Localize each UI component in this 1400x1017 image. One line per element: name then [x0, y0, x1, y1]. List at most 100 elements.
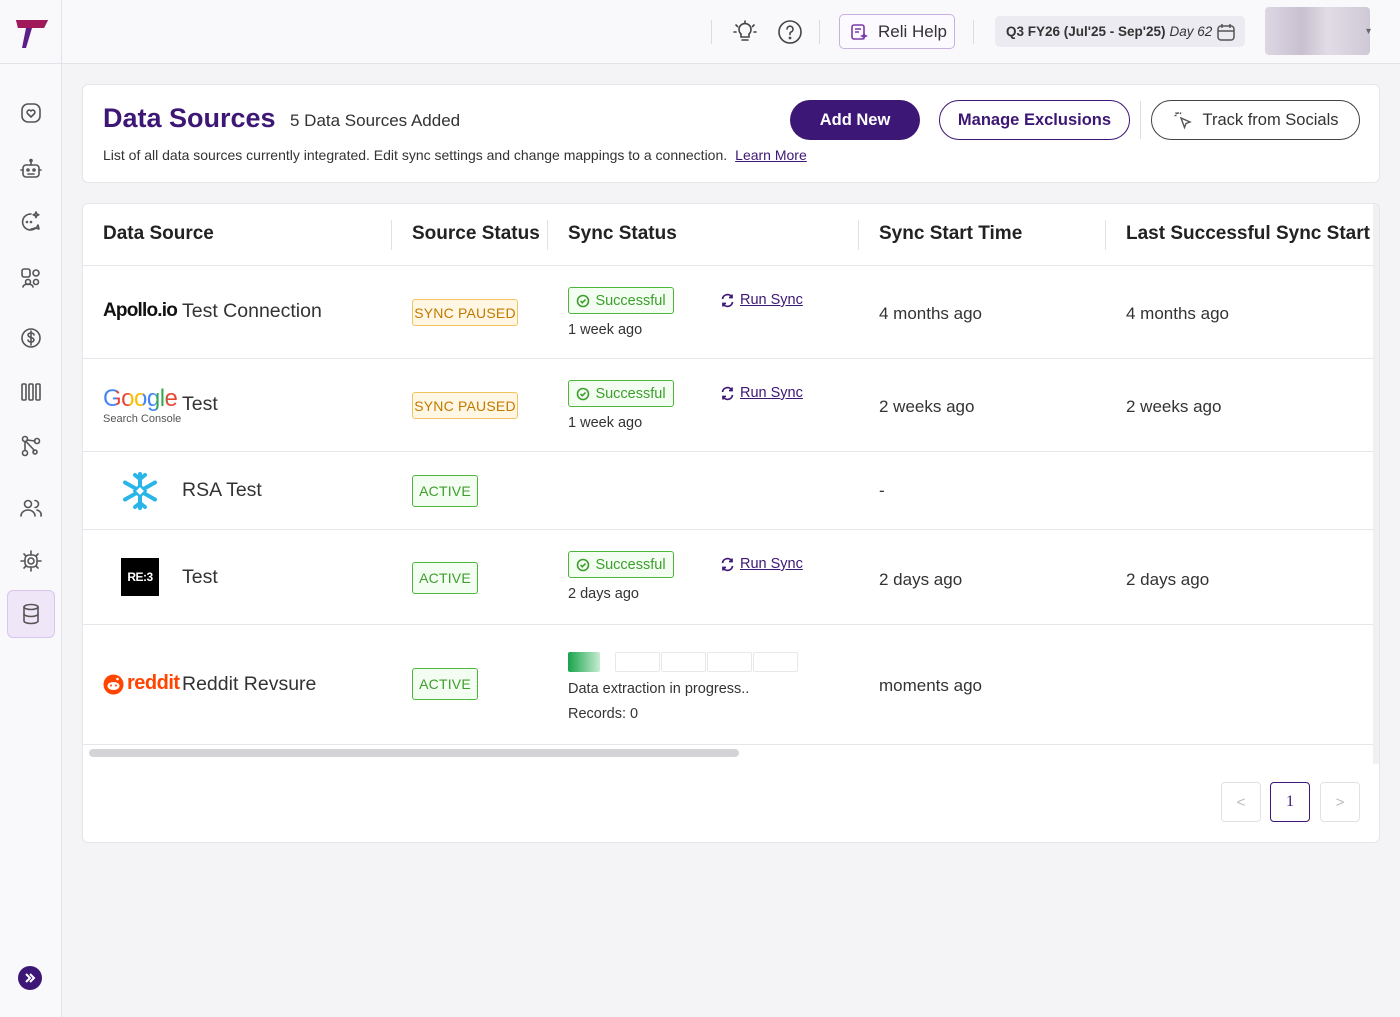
column-header-sync-start-time: Sync Start Time — [879, 223, 1023, 244]
google-logo-text: Google — [103, 385, 178, 412]
run-sync-link[interactable]: Run Sync — [720, 556, 803, 572]
vertical-scroll-track[interactable] — [1373, 204, 1379, 764]
page-header-card: Data Sources 5 Data Sources Added List o… — [82, 84, 1380, 183]
column-divider[interactable] — [1105, 220, 1106, 250]
header-divider — [711, 20, 712, 44]
column-header-source-status: Source Status — [412, 223, 540, 244]
status-badge: SYNC PAUSED — [412, 299, 518, 326]
network-icon — [21, 435, 41, 457]
sparkle-chat-icon — [21, 211, 40, 231]
manage-exclusions-button[interactable]: Manage Exclusions — [939, 100, 1130, 140]
lightbulb-icon — [733, 20, 757, 41]
user-avatar[interactable] — [1265, 7, 1370, 55]
page-title: Data Sources — [103, 103, 276, 133]
check-circle-icon — [577, 294, 590, 307]
pipeline-icon — [21, 383, 41, 401]
table-row[interactable]: RSA Test ACTIVE - — [83, 452, 1379, 530]
pointer-click-icon — [1174, 112, 1192, 130]
sidebar-item-heart-chat[interactable] — [7, 89, 55, 137]
button-divider — [1140, 101, 1141, 139]
sync-start-time: 2 weeks ago — [879, 397, 975, 416]
sidebar-item-accounts[interactable] — [7, 254, 55, 302]
prev-page-button[interactable]: < — [1221, 782, 1261, 822]
table-header: Data Source Source Status Sync Status Sy… — [83, 204, 1380, 266]
google-logo: Google — [103, 385, 178, 413]
horizontal-scrollbar[interactable] — [89, 749, 739, 757]
header-divider — [819, 20, 820, 44]
page-number-button[interactable]: 1 — [1270, 782, 1310, 822]
heart-chat-icon — [21, 103, 41, 123]
status-badge: ACTIVE — [412, 668, 478, 700]
table-row[interactable]: RE:3 Test ACTIVE Successful 2 days ago R… — [83, 530, 1379, 625]
sidebar-item-pipeline[interactable] — [7, 368, 55, 416]
run-sync-link[interactable]: Run Sync — [720, 385, 803, 401]
data-source-name: RSA Test — [182, 479, 262, 501]
column-divider[interactable] — [858, 220, 859, 250]
check-circle-icon — [577, 558, 590, 571]
records-count: Records: 0 — [568, 706, 639, 722]
next-page-button[interactable]: > — [1320, 782, 1360, 822]
page-subtitle: List of all data sources currently integ… — [103, 147, 807, 163]
chevron-down-icon[interactable]: ▾ — [1366, 26, 1372, 37]
question-icon — [778, 20, 802, 44]
track-from-socials-button[interactable]: Track from Socials — [1151, 100, 1360, 140]
refresh-icon — [721, 386, 734, 400]
last-successful-sync: 4 months ago — [1126, 304, 1230, 323]
track-from-socials-label: Track from Socials — [1202, 110, 1339, 129]
table-row[interactable]: reddit Reddit Revsure ACTIVE Data extrac… — [83, 625, 1379, 745]
dollar-icon — [21, 328, 41, 348]
double-chevron-right-icon — [25, 973, 36, 983]
subtitle-text: List of all data sources currently integ… — [103, 147, 728, 163]
refresh-icon — [721, 557, 734, 571]
last-sync-time: 1 week ago — [568, 415, 643, 431]
sync-success-badge: Successful — [568, 287, 674, 314]
header-divider — [973, 20, 974, 44]
day-label: Day 62 — [1169, 24, 1213, 39]
last-sync-time: 2 days ago — [568, 586, 639, 602]
last-successful-sync: 2 days ago — [1126, 570, 1210, 589]
table-row[interactable]: Apollo.io Test Connection SYNC PAUSED Su… — [83, 266, 1379, 359]
accounts-icon — [21, 268, 40, 288]
last-sync-time: 1 week ago — [568, 322, 643, 338]
run-sync-link[interactable]: Run Sync — [720, 292, 803, 308]
progress-segment — [753, 652, 798, 672]
column-header-sync-status: Sync Status — [568, 223, 677, 244]
sidebar-item-robot[interactable] — [7, 145, 55, 193]
reddit-alien-icon — [103, 674, 124, 695]
sync-success-label: Successful — [595, 556, 666, 573]
column-header-last-successful-sync: Last Successful Sync Start At — [1126, 223, 1380, 244]
quarter-selector[interactable]: Q3 FY26 (Jul'25 - Sep'25) Day 62 — [995, 16, 1245, 47]
idea-button[interactable] — [731, 18, 759, 46]
progress-segment-filled — [568, 652, 600, 672]
sidebar-item-ai-chat[interactable] — [7, 198, 55, 246]
expand-sidebar-button[interactable] — [18, 966, 42, 990]
note-sparkle-icon — [851, 23, 868, 40]
robot-icon — [20, 158, 42, 178]
sidebar-item-settings[interactable] — [7, 537, 55, 585]
extraction-status-text: Data extraction in progress.. — [568, 681, 750, 697]
calendar-icon — [1217, 24, 1235, 41]
sidebar-item-revenue[interactable] — [7, 314, 55, 362]
add-new-button[interactable]: Add New — [790, 100, 920, 140]
progress-segment — [615, 652, 660, 672]
database-icon — [23, 603, 39, 625]
table-row[interactable]: Google Search Console Test SYNC PAUSED S… — [83, 359, 1379, 452]
sync-start-time: - — [879, 481, 885, 500]
help-button[interactable] — [776, 18, 804, 46]
run-sync-label: Run Sync — [740, 385, 803, 401]
data-source-name: Test — [182, 566, 218, 588]
last-successful-sync: 2 weeks ago — [1126, 397, 1222, 416]
learn-more-link[interactable]: Learn More — [735, 147, 807, 163]
column-header-data-source: Data Source — [103, 223, 214, 244]
data-source-count: 5 Data Sources Added — [290, 111, 461, 130]
sidebar-item-users[interactable] — [7, 484, 55, 532]
re3-logo: RE:3 — [121, 558, 159, 596]
column-divider[interactable] — [391, 220, 392, 250]
settings-icon — [20, 550, 42, 572]
sidebar-item-data-sources[interactable] — [7, 590, 55, 638]
column-divider[interactable] — [547, 220, 548, 250]
data-source-name: Test — [182, 393, 218, 415]
app-logo[interactable] — [14, 18, 50, 50]
reli-help-button[interactable]: Reli Help — [839, 14, 955, 49]
sidebar-item-journeys[interactable] — [7, 422, 55, 470]
